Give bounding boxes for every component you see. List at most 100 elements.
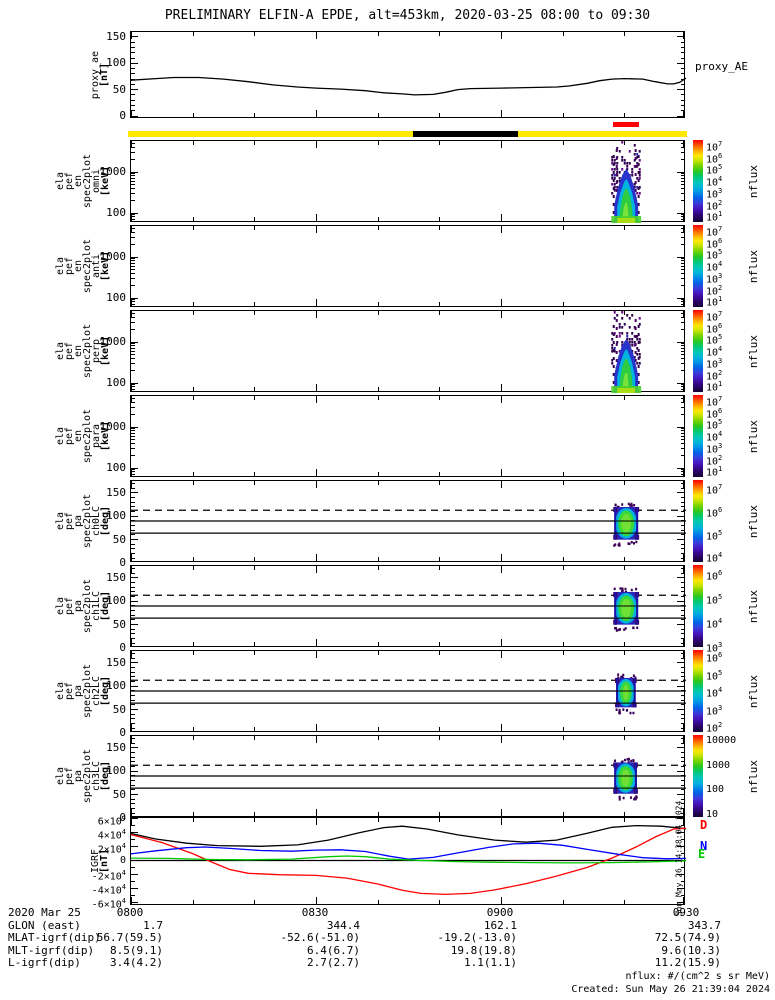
x-axis-tick	[316, 141, 317, 148]
y-axis-tick	[131, 442, 135, 444]
panel-ylabel-proxy_ae: proxy_ae [nT]	[55, 30, 145, 120]
panel-ylabel-en_anti: ela pef en spec2plot anti [keV]	[38, 221, 128, 311]
colorbar-tick-label: 103	[706, 703, 723, 718]
y-axis-tick	[131, 467, 138, 469]
colorbar-tick-label: 106	[706, 569, 723, 583]
series-N	[130, 842, 687, 860]
colorbar-tick-label: 105	[706, 163, 723, 177]
y-axis-tick	[680, 487, 684, 489]
y-axis-tick	[131, 455, 135, 457]
x-axis-tick	[501, 897, 502, 904]
y-axis-tick	[131, 825, 135, 827]
ephemeris-value: 72.5(74.9)	[654, 931, 721, 944]
y-axis-tick	[131, 543, 135, 545]
x-axis-tick	[316, 384, 317, 391]
y-axis-tick	[131, 200, 135, 202]
x-tick-label-0900: 0900	[486, 906, 514, 919]
x-axis-tick	[439, 141, 441, 145]
y-axis-tick	[680, 657, 684, 659]
y-axis-tick	[131, 104, 135, 106]
x-axis-tick	[624, 481, 626, 485]
y-axis-tick	[680, 231, 684, 233]
y-axis-tick	[680, 784, 684, 786]
y-axis-tick	[680, 353, 684, 355]
y-axis-tick	[131, 345, 135, 347]
y-axis-tick	[680, 798, 684, 800]
y-axis-tick	[680, 471, 684, 473]
x-axis-tick	[254, 642, 256, 646]
y-axis-tick	[131, 171, 138, 173]
x-axis-tick	[682, 651, 684, 658]
x-axis-tick	[316, 481, 317, 488]
x-axis-tick	[682, 639, 684, 646]
y-axis-tick	[131, 780, 135, 782]
y-axis-tick	[131, 312, 135, 314]
x-axis-tick	[501, 736, 502, 743]
panel-en_omni	[130, 140, 685, 223]
y-axis-tick	[680, 596, 684, 598]
panel-canvas	[131, 502, 686, 547]
x-axis-tick	[192, 226, 194, 230]
x-axis-tick	[682, 141, 684, 148]
ephemeris-value: 162.1	[483, 918, 517, 932]
y-axis-tick	[680, 839, 684, 841]
x-axis-tick	[439, 481, 441, 485]
y-axis-tick	[680, 880, 684, 882]
y-tick-label: 100	[106, 509, 126, 523]
y-tick-label: 6×104	[97, 813, 126, 828]
y-axis-tick	[131, 704, 135, 706]
x-axis-tick	[131, 396, 132, 403]
y-tick-label: 100	[106, 376, 126, 389]
ephemeris-value: 1.7	[143, 918, 163, 932]
ephemeris-value: -52.6(-51.0)	[280, 931, 360, 944]
y-axis-tick	[680, 68, 684, 70]
y-axis-tick	[680, 553, 684, 555]
y-axis-tick	[680, 681, 684, 683]
y-axis-tick	[680, 388, 684, 390]
x-axis-tick	[501, 639, 502, 646]
x-axis-tick	[377, 113, 379, 117]
y-axis-tick	[680, 151, 684, 153]
y-axis-tick	[131, 384, 135, 386]
x-axis-tick	[254, 727, 256, 731]
y-axis-tick	[131, 401, 135, 403]
y-axis-tick	[131, 370, 135, 372]
colorbar-tick-label: 106	[706, 505, 723, 520]
x-axis-tick	[439, 900, 441, 904]
y-axis-tick	[680, 146, 684, 148]
y-axis-tick	[680, 435, 684, 437]
y-axis-tick	[131, 183, 135, 185]
y-axis-tick	[131, 880, 135, 882]
colorbar-tick-label: 105	[706, 333, 723, 347]
y-axis-tick	[680, 414, 684, 416]
y-axis-tick	[131, 78, 135, 80]
x-axis-tick	[624, 727, 626, 731]
x-axis-tick	[562, 387, 564, 391]
y-axis-tick	[131, 430, 135, 432]
y-axis-tick	[131, 214, 135, 216]
y-axis-tick	[131, 718, 135, 720]
x-axis-tick	[254, 226, 256, 230]
y-axis-tick	[131, 548, 135, 550]
colorbar-title: nflux	[747, 334, 761, 368]
x-axis-tick	[377, 651, 379, 655]
x-tick-label-0930: 0930	[672, 906, 700, 919]
ephemeris-value: 56.7(59.5)	[96, 931, 163, 944]
y-axis-tick	[680, 866, 684, 868]
x-axis-tick	[316, 311, 317, 318]
x-axis-tick	[682, 818, 684, 825]
colorbar-tick-label: 104	[706, 686, 723, 700]
y-axis-tick	[680, 104, 684, 106]
x-axis-tick	[501, 724, 502, 731]
x-axis-tick	[624, 141, 626, 145]
y-axis-tick	[680, 57, 684, 59]
y-axis-tick	[131, 789, 135, 791]
y-axis-tick	[131, 699, 135, 701]
x-axis-tick	[254, 141, 256, 145]
colorbar-tick-label: 105	[706, 593, 723, 607]
x-axis-tick	[562, 566, 564, 570]
x-axis-tick	[377, 32, 379, 36]
y-axis-tick	[131, 426, 138, 428]
x-axis-tick	[254, 217, 256, 221]
panel-proxy_ae	[130, 31, 687, 118]
